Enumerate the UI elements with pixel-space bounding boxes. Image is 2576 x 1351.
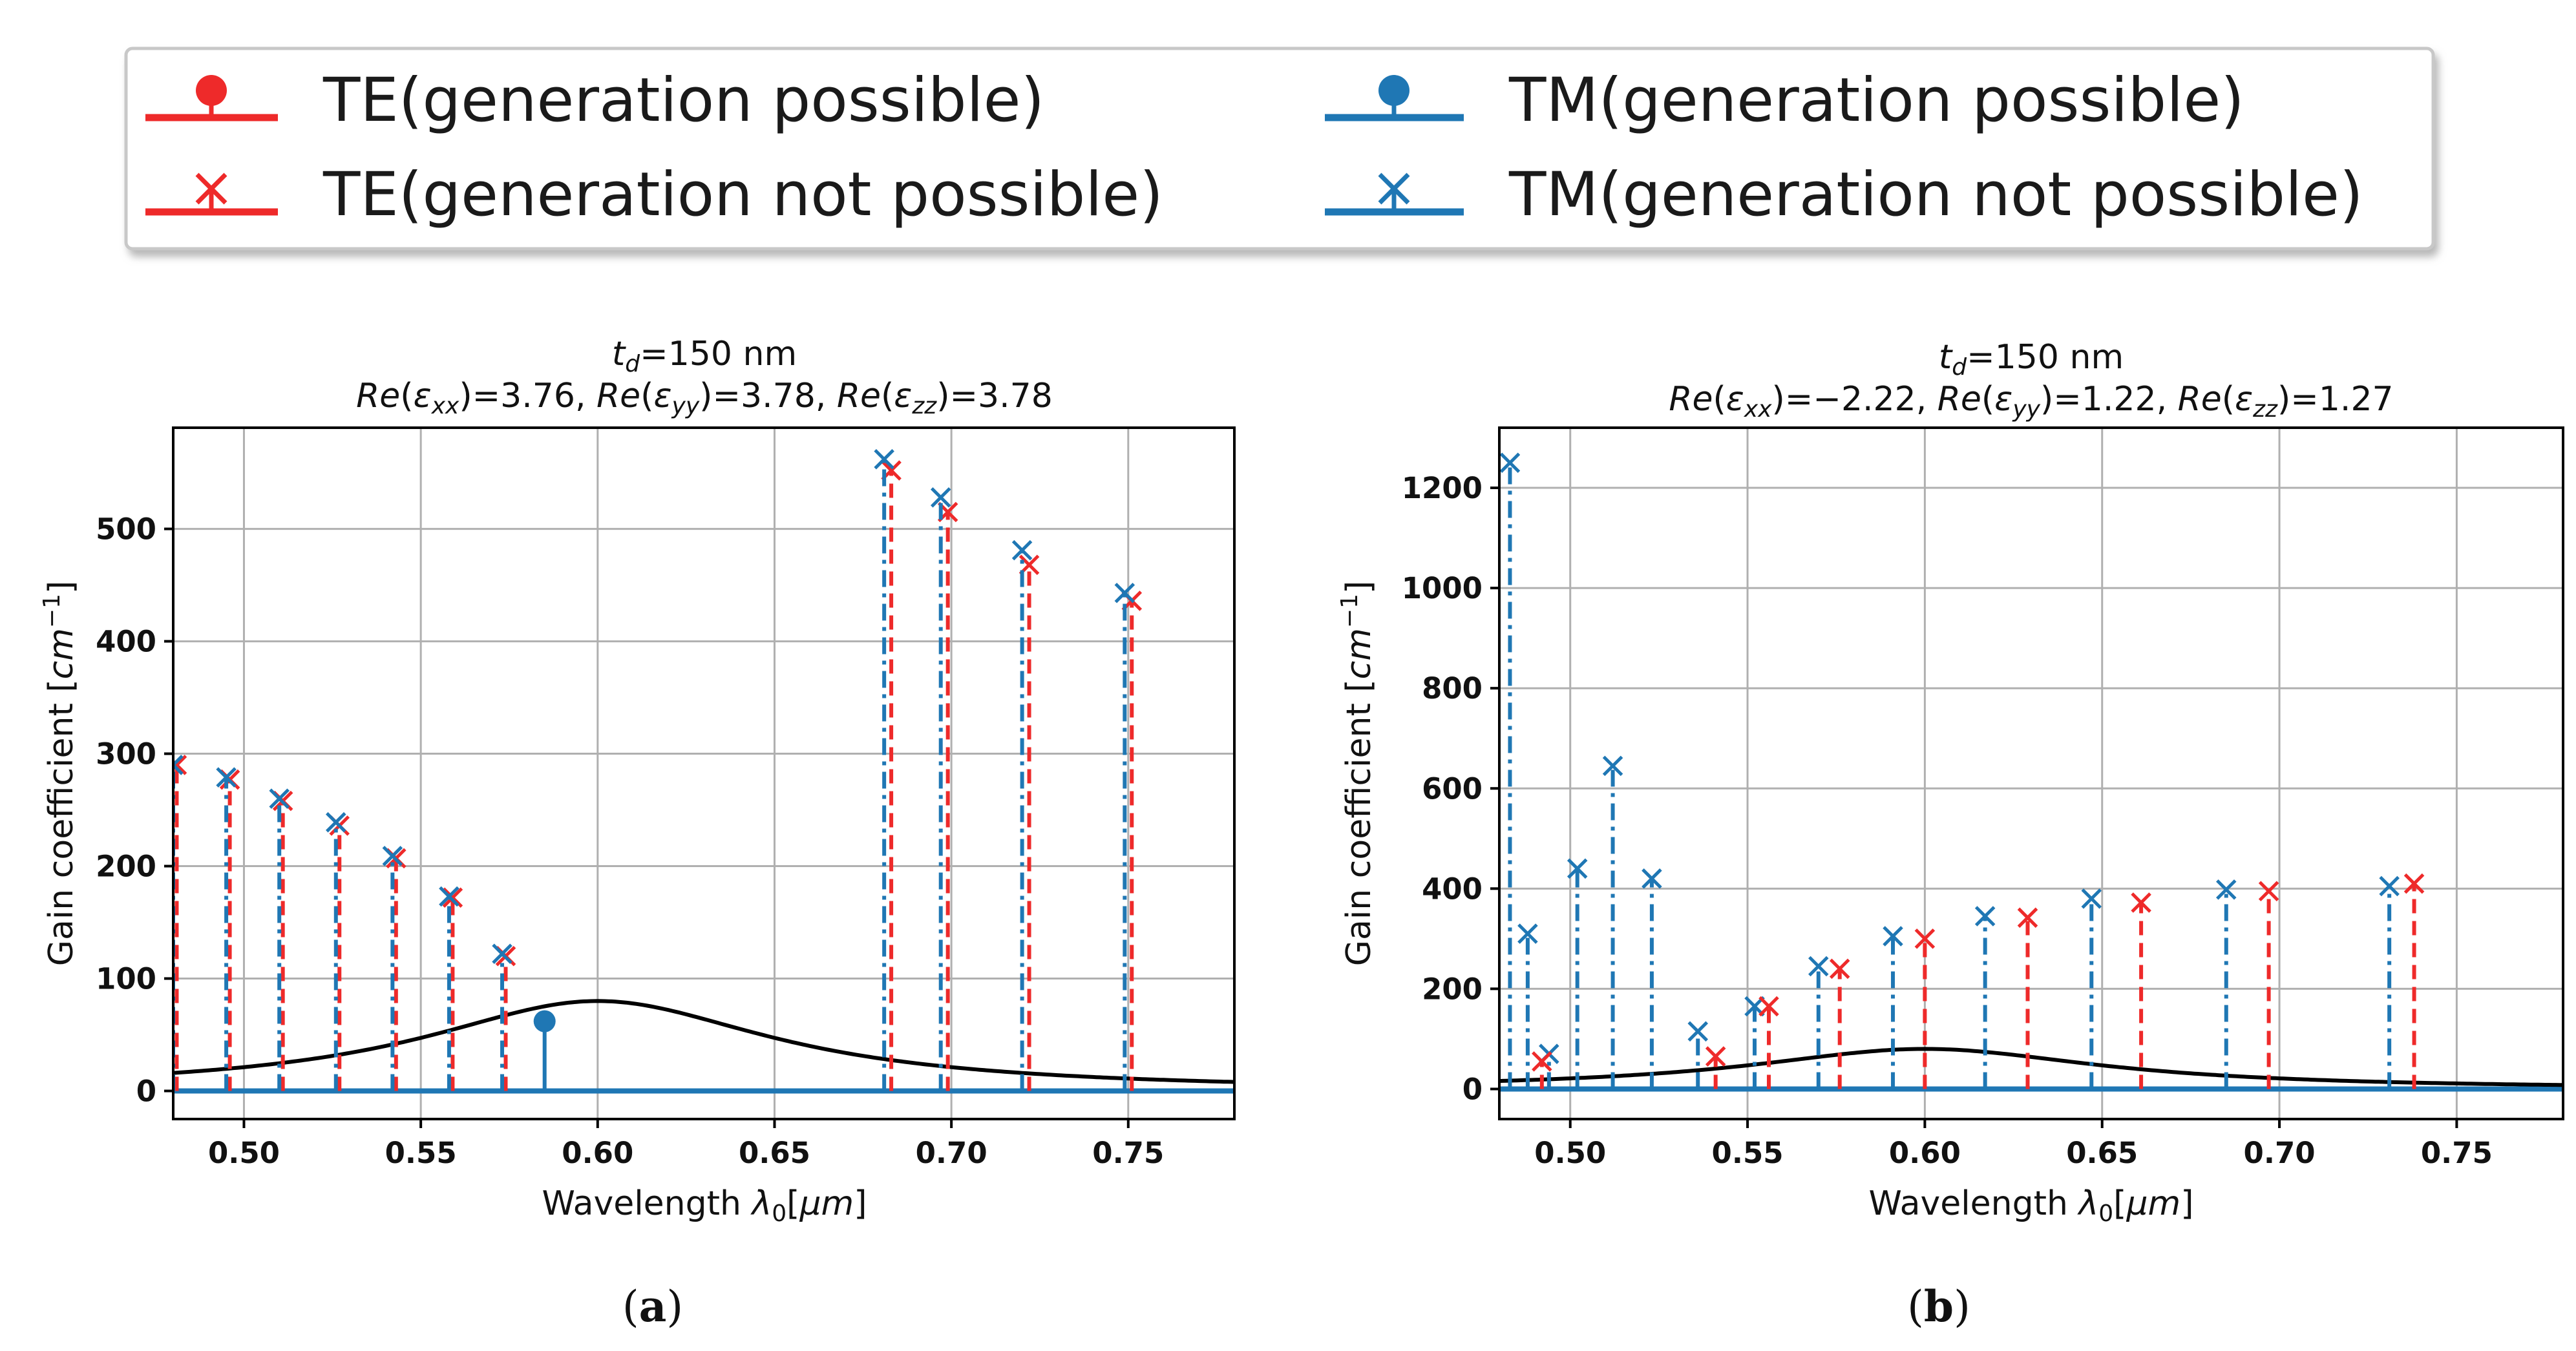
chart-a-marker-x-tm	[326, 812, 346, 833]
chart-b-ytick-label: 800	[1422, 671, 1483, 706]
chart-b-marker-x-tm	[1517, 923, 1538, 944]
chart-b-ytick-label: 1200	[1402, 471, 1483, 505]
chart-a-ytick-label: 400	[96, 625, 156, 659]
chart-b-marker-x-tm	[1642, 868, 1662, 889]
chart-b-ytick-label: 0	[1462, 1072, 1483, 1106]
chart-panel-a: td=150 nm Re(εxx)=3.76, Re(εyy)=3.78, Re…	[39, 335, 1236, 1332]
chart-b-stems	[1499, 452, 2425, 1089]
legend-marker-x-te	[195, 173, 227, 205]
chart-b-marker-x-tm	[1499, 452, 1521, 474]
chart-a-marker-x-tm	[216, 767, 237, 788]
chart-b-marker-x-te	[1758, 996, 1779, 1017]
legend-label-tm-possible: TM(generation possible)	[1508, 65, 2244, 136]
legend-marker-dot-tm	[1378, 75, 1409, 106]
legend-entry-te-possible: TE(generation possible)	[145, 65, 1044, 136]
chart-b-gain-curve	[1499, 1047, 2563, 1092]
chart-a-grid	[173, 428, 1234, 1119]
chart-a-marker-x-tm	[173, 755, 184, 775]
legend-marker-x-tm	[1378, 173, 1410, 205]
chart-b-xtick-label: 0.70	[2244, 1136, 2316, 1170]
chart-b-xtick-label: 0.55	[1712, 1136, 1784, 1170]
chart-b-marker-x-tm	[2216, 879, 2237, 900]
chart-b-ticks: 0.50 0.55 0.60 0.65 0.70 0.75 0 200 400 600 800 100…	[1402, 471, 2493, 1170]
chart-b-marker-x-te	[1705, 1046, 1726, 1067]
chart-b-xtick-label: 0.60	[1889, 1136, 1961, 1170]
chart-a-xtick-label: 0.60	[562, 1136, 633, 1170]
legend-entry-te-not-possible: TE(generation not possible)	[145, 160, 1163, 230]
legend-marker-dot-te	[196, 75, 227, 106]
chart-a-gain-line	[173, 999, 1234, 1084]
chart-b-panel-label: (b)	[1907, 1281, 1970, 1332]
chart-a-subtitle: Re(εxx)=3.76, Re(εyy)=3.78, Re(εzz)=3.78	[356, 377, 1053, 419]
chart-a-stems	[173, 448, 1143, 1091]
legend-label-tm-not-possible: TM(generation not possible)	[1508, 160, 2363, 230]
chart-a-ytick-label: 100	[96, 962, 156, 996]
chart-panel-b: td=150 nm Re(εxx)=−2.22, Re(εyy)=1.22, R…	[1336, 338, 2564, 1332]
chart-a-ytick-label: 200	[96, 850, 156, 884]
chart-a-xtick-label: 0.75	[1092, 1136, 1164, 1170]
chart-a-ylabel: Gain coefficient [cm−1]	[39, 581, 81, 967]
chart-b-ytick-label: 600	[1422, 771, 1483, 806]
chart-a-panel-label: (a)	[622, 1281, 683, 1332]
chart-b-marker-x-tm	[2081, 888, 2102, 909]
chart-b-marker-x-tm	[1567, 858, 1588, 879]
chart-b-title: td=150 nm	[1939, 338, 2124, 381]
chart-b-gain-line	[1499, 1047, 2563, 1087]
chart-a-marker-x-te	[442, 887, 463, 908]
chart-a-ytick-label: 300	[96, 737, 156, 771]
chart-a-marker-x-tm	[492, 943, 512, 965]
legend-label-te-not-possible: TE(generation not possible)	[322, 160, 1163, 230]
legend-entry-tm-possible: TM(generation possible)	[1325, 65, 2244, 136]
chart-a-marker-x-tm	[439, 886, 459, 907]
chart-b-ytick-label: 200	[1422, 972, 1483, 1006]
chart-b-ytick-label: 1000	[1402, 571, 1483, 605]
chart-b-marker-x-te	[2017, 907, 2038, 928]
chart-b-ytick-label: 400	[1422, 872, 1483, 906]
chart-b-xlabel: Wavelength λ0[μm]	[1868, 1184, 2193, 1227]
chart-b-xtick-label: 0.50	[1534, 1136, 1606, 1170]
chart-a-marker-dot-tm	[533, 1010, 556, 1032]
chart-a-title: td=150 nm	[612, 335, 797, 377]
chart-a-marker-x-te	[173, 755, 187, 775]
chart-a-xtick-label: 0.70	[916, 1136, 987, 1170]
chart-b-marker-x-tm	[1602, 755, 1623, 777]
chart-b-xtick-label: 0.65	[2066, 1136, 2138, 1170]
chart-a-marker-x-tm	[1114, 582, 1135, 603]
chart-b-plot-frame	[1498, 426, 2564, 1120]
chart-a-marker-x-tm	[874, 448, 894, 470]
chart-b-marker-x-te	[2131, 892, 2151, 913]
legend-frame	[124, 47, 2435, 251]
legend-label-te-possible: TE(generation possible)	[322, 65, 1044, 136]
chart-b-marker-x-te	[2403, 873, 2425, 894]
legend: TE(generation possible) TE(generation no…	[124, 47, 2435, 251]
chart-b-marker-x-tm	[1883, 926, 1903, 947]
chart-b-xtick-label: 0.75	[2421, 1136, 2493, 1170]
chart-a-ticks: 0.50 0.55 0.60 0.65 0.70 0.75 0 100 200 300 400 500	[96, 512, 1164, 1170]
chart-a-plot-frame	[172, 426, 1236, 1120]
chart-a-xtick-label: 0.50	[208, 1136, 280, 1170]
chart-a-ytick-label: 500	[96, 512, 156, 547]
chart-a-marker-x-tm	[382, 846, 403, 866]
chart-a-xtick-label: 0.55	[385, 1136, 457, 1170]
chart-b-marker-x-te	[1914, 928, 1936, 949]
chart-b-marker-x-tm	[1808, 956, 1829, 977]
chart-b-marker-x-te	[1829, 958, 1850, 979]
chart-a-xlabel: Wavelength λ0[μm]	[542, 1184, 867, 1227]
chart-b-marker-x-tm	[2379, 875, 2400, 897]
legend-entry-tm-not-possible: TM(generation not possible)	[1325, 160, 2363, 230]
chart-b-subtitle: Re(εxx)=−2.22, Re(εyy)=1.22, Re(εzz)=1.2…	[1669, 380, 2393, 423]
chart-b-ylabel: Gain coefficient [cm−1]	[1336, 581, 1378, 967]
chart-b-marker-x-tm	[1687, 1021, 1709, 1042]
chart-a-marker-x-tm	[269, 788, 290, 809]
chart-b-marker-x-te	[2258, 881, 2279, 901]
chart-b-grid	[1499, 428, 2563, 1119]
chart-a-marker-x-tm	[1011, 539, 1033, 561]
chart-a-ytick-label: 0	[136, 1074, 156, 1109]
chart-b-marker-x-tm	[1974, 906, 1996, 927]
chart-a-marker-x-tm	[930, 487, 951, 508]
chart-b-marker-x-te	[1532, 1051, 1552, 1072]
chart-a-gain-curve	[173, 999, 1234, 1094]
chart-a-xtick-label: 0.65	[739, 1136, 810, 1170]
